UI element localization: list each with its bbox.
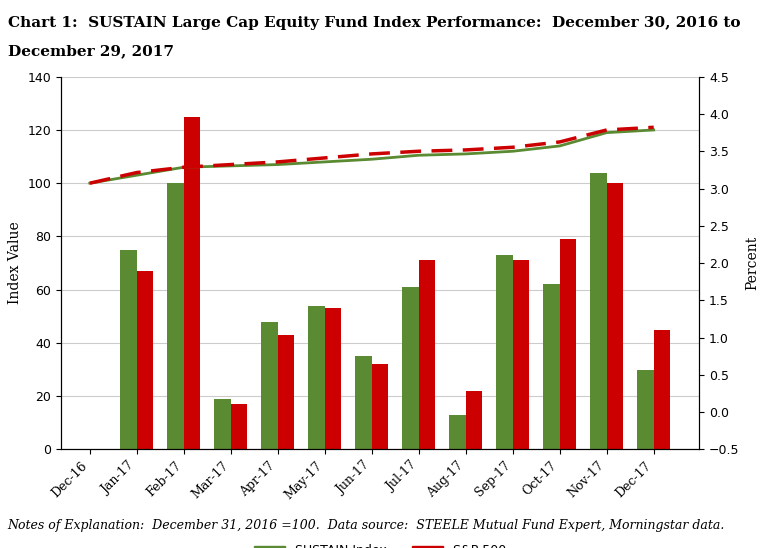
Bar — [231, 404, 247, 449]
Bar — [372, 364, 388, 449]
Bar — [167, 183, 184, 449]
Bar — [261, 322, 278, 449]
Bar — [325, 309, 341, 449]
Bar — [513, 260, 529, 449]
Text: December 29, 2017: December 29, 2017 — [8, 44, 173, 58]
Bar — [419, 260, 435, 449]
Bar — [214, 399, 231, 449]
Bar — [309, 306, 325, 449]
Y-axis label: Index Value: Index Value — [8, 221, 21, 305]
Bar — [638, 369, 654, 449]
Bar — [591, 173, 606, 449]
Bar — [356, 356, 372, 449]
Bar — [120, 250, 137, 449]
Legend: SUSTAIN Index, S&P 500: SUSTAIN Index, S&P 500 — [249, 539, 511, 548]
Bar — [606, 183, 623, 449]
Bar — [466, 391, 482, 449]
Y-axis label: Percent: Percent — [745, 236, 759, 290]
Bar — [496, 255, 513, 449]
Text: Chart 1:  SUSTAIN Large Cap Equity Fund Index Performance:  December 30, 2016 to: Chart 1: SUSTAIN Large Cap Equity Fund I… — [8, 16, 740, 31]
Bar — [402, 287, 419, 449]
Bar — [184, 117, 200, 449]
Bar — [543, 284, 560, 449]
Bar — [560, 239, 576, 449]
Bar — [278, 335, 294, 449]
Bar — [449, 415, 466, 449]
Text: Notes of Explanation:  December 31, 2016 =100.  Data source:  STEELE Mutual Fund: Notes of Explanation: December 31, 2016 … — [8, 518, 725, 532]
Bar — [137, 271, 154, 449]
Bar — [654, 329, 670, 449]
